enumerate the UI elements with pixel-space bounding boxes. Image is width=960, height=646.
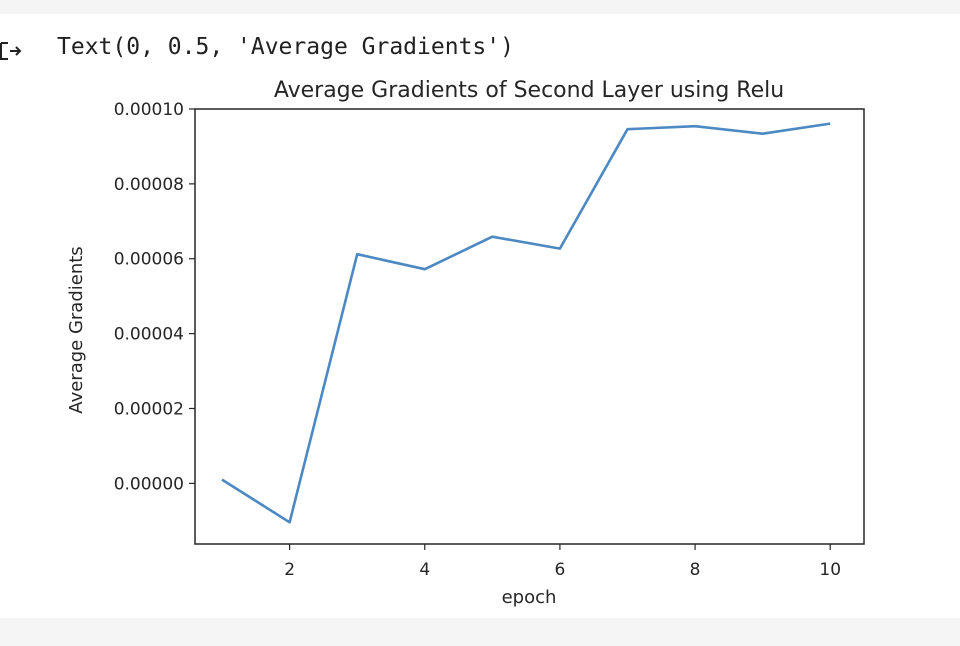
y-tick-label: 0.00010 [114, 100, 184, 120]
cell-bottom-border [0, 618, 960, 646]
x-tick-label: 8 [690, 560, 701, 580]
y-tick-label: 0.00000 [114, 474, 184, 494]
y-axis-label: Average Gradients [66, 246, 87, 413]
y-tick-label: 0.00006 [114, 250, 184, 270]
chart-title: Average Gradients of Second Layer using … [274, 78, 784, 103]
y-tick-label: 0.00004 [114, 325, 184, 345]
series-line [221, 122, 831, 524]
cell-output-text: Text(0, 0.5, 'Average Gradients') [57, 34, 514, 60]
y-axis-ticks: 0.00000 0.00002 0.00004 0.00006 0.00008 0.000… [114, 100, 195, 494]
x-axis-ticks: 2 4 6 8 10 [284, 544, 841, 580]
x-tick-label: 10 [819, 560, 841, 580]
y-tick-label: 0.00008 [114, 175, 184, 195]
x-tick-label: 6 [554, 560, 565, 580]
x-axis-label: epoch [502, 587, 557, 608]
cell-top-border [0, 0, 960, 14]
x-tick-label: 4 [419, 560, 430, 580]
x-tick-label: 2 [284, 560, 295, 580]
plot-frame [194, 108, 865, 545]
output-arrow-icon [0, 42, 22, 60]
series-layer [221, 122, 831, 524]
y-tick-label: 0.00002 [114, 399, 184, 419]
